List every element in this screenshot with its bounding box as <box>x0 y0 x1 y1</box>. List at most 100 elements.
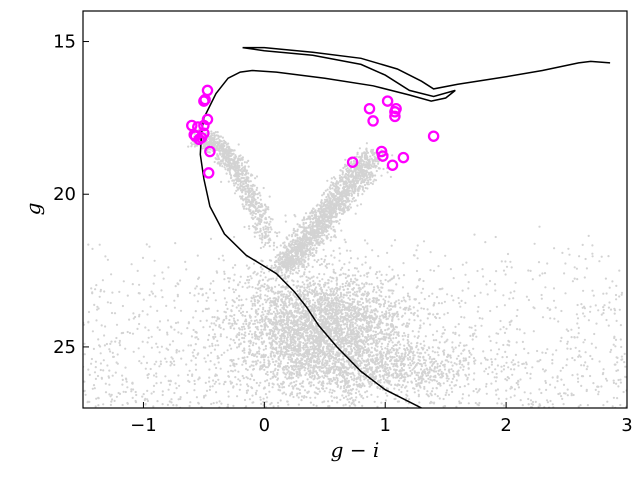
field-point <box>263 358 266 361</box>
field-point <box>299 311 303 314</box>
field-point <box>319 345 322 348</box>
field-point <box>342 323 345 326</box>
field-point <box>336 315 339 318</box>
field-point <box>384 295 387 298</box>
field-point <box>325 263 329 266</box>
field-point <box>361 292 364 295</box>
field-point <box>280 268 283 271</box>
field-point <box>352 312 355 315</box>
field-point <box>388 340 391 343</box>
field-point <box>396 274 400 277</box>
field-point <box>216 339 219 342</box>
field-point <box>365 312 368 315</box>
field-point <box>289 250 292 253</box>
field-point <box>407 335 410 338</box>
field-point <box>344 311 347 314</box>
field-point <box>285 341 288 344</box>
field-point <box>276 300 279 303</box>
field-point <box>323 285 326 288</box>
field-point <box>313 293 317 296</box>
field-point <box>346 280 349 283</box>
field-point <box>325 206 328 209</box>
field-point <box>307 262 310 265</box>
field-point <box>320 263 323 266</box>
field-point <box>284 259 287 262</box>
field-point <box>375 169 378 173</box>
field-point <box>303 323 306 326</box>
field-point <box>307 253 310 256</box>
field-point <box>304 253 307 256</box>
field-point <box>283 293 286 296</box>
field-point <box>368 166 371 170</box>
field-point <box>241 336 244 340</box>
field-point <box>334 322 338 325</box>
field-point <box>312 329 315 332</box>
field-point <box>358 156 361 159</box>
field-point <box>290 235 294 238</box>
field-point <box>336 288 339 291</box>
field-point <box>237 345 241 348</box>
field-point <box>296 290 299 293</box>
field-point <box>285 310 288 313</box>
field-point <box>312 344 316 347</box>
field-point <box>324 320 327 323</box>
field-point <box>315 345 318 348</box>
field-point <box>292 293 295 296</box>
field-point <box>323 283 326 286</box>
field-point <box>380 345 383 348</box>
field-point <box>342 187 345 191</box>
field-point <box>322 212 325 215</box>
field-point <box>344 334 348 337</box>
field-point <box>279 290 282 293</box>
field-point <box>282 295 285 298</box>
field-point <box>387 280 390 283</box>
field-point <box>285 353 288 356</box>
field-point <box>259 361 262 364</box>
field-point <box>422 322 425 325</box>
field-point <box>419 319 422 322</box>
field-point <box>332 249 335 252</box>
field-point <box>268 390 271 393</box>
field-point <box>292 263 295 266</box>
field-point <box>277 290 280 293</box>
field-point <box>365 161 368 164</box>
field-point <box>328 364 331 367</box>
field-point <box>363 285 366 288</box>
field-point <box>372 165 375 168</box>
field-point <box>316 276 319 279</box>
field-point <box>330 220 333 223</box>
field-point <box>260 259 263 262</box>
field-point <box>343 315 346 318</box>
field-point <box>292 283 295 287</box>
field-point <box>350 345 353 348</box>
field-point <box>307 285 310 288</box>
field-point <box>258 384 261 387</box>
field-point <box>343 194 346 198</box>
field-point <box>306 230 309 234</box>
field-point <box>371 148 375 151</box>
field-point <box>360 345 363 348</box>
field-point <box>336 294 339 297</box>
field-point <box>282 277 285 280</box>
field-point <box>294 305 297 308</box>
field-point <box>237 284 240 287</box>
field-point <box>330 217 333 220</box>
field-point <box>333 256 336 259</box>
field-point <box>295 322 298 325</box>
field-point <box>283 300 286 303</box>
field-point <box>332 212 335 215</box>
field-point <box>313 304 316 307</box>
field-point <box>315 211 318 214</box>
field-point <box>235 322 238 325</box>
field-point <box>332 270 335 273</box>
field-point <box>346 332 349 335</box>
field-point <box>364 314 367 317</box>
field-point <box>322 191 326 194</box>
field-point <box>360 303 363 306</box>
field-point <box>367 335 370 338</box>
field-point <box>292 364 295 367</box>
field-point <box>341 308 344 311</box>
field-point <box>302 335 305 338</box>
field-point <box>231 304 234 307</box>
field-point <box>265 288 268 291</box>
